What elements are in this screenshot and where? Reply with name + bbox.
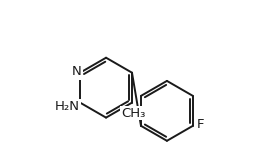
Text: H₂N: H₂N [55,100,80,113]
Text: F: F [196,118,204,131]
Text: N: N [72,65,82,78]
Text: CH₃: CH₃ [121,107,145,120]
